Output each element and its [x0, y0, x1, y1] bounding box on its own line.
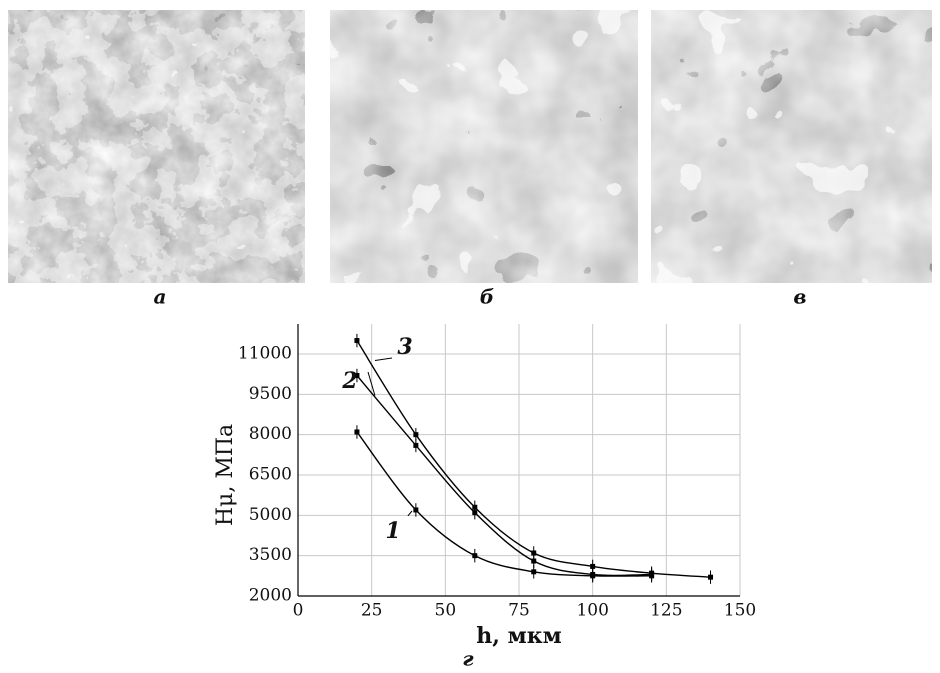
x-tick-label: 75	[508, 601, 530, 621]
y-tick-label: 6500	[249, 465, 292, 485]
marker	[472, 504, 478, 510]
marker	[531, 558, 537, 564]
leader-line	[407, 510, 413, 517]
series-label: 3	[397, 334, 412, 360]
marker	[413, 507, 419, 513]
marker	[531, 569, 537, 575]
y-tick-label: 5000	[249, 505, 292, 525]
marker	[354, 373, 360, 379]
panel-label: г	[462, 647, 474, 671]
line	[356, 431, 652, 577]
marker	[590, 563, 596, 569]
marker	[708, 574, 714, 580]
marker	[649, 570, 655, 576]
series-label: 1	[385, 518, 400, 544]
panel-label: в	[793, 285, 806, 309]
x-tick-label: 0	[293, 601, 304, 621]
y-tick-label: 9500	[249, 384, 292, 404]
x-tick-label: 125	[650, 601, 682, 621]
y-tick-label: 11000	[238, 344, 292, 364]
line	[356, 340, 711, 578]
marker	[354, 338, 360, 344]
y-tick-label: 3500	[249, 545, 292, 565]
panel-label: б	[480, 285, 494, 309]
x-tick-label: 100	[576, 601, 608, 621]
x-tick-label: 50	[435, 601, 457, 621]
series-label: 2	[341, 368, 357, 394]
y-tick-label: 2000	[249, 586, 292, 606]
x-tick-label: 25	[361, 601, 383, 621]
leader-line	[367, 371, 376, 396]
y-axis-label: Hμ, МПа	[213, 424, 238, 526]
x-axis-label: h, мкм	[476, 623, 561, 649]
panel-label: а	[154, 285, 167, 309]
marker	[590, 571, 596, 577]
x-tick-label: 150	[724, 601, 756, 621]
marker	[413, 442, 419, 448]
micrograph	[330, 10, 638, 283]
y-tick-label: 8000	[249, 424, 292, 444]
marker	[472, 553, 478, 559]
micrograph	[651, 10, 932, 283]
leader-line	[374, 357, 393, 362]
marker	[413, 432, 419, 438]
marker	[354, 429, 360, 435]
marker	[531, 550, 537, 556]
micrograph	[8, 10, 305, 283]
